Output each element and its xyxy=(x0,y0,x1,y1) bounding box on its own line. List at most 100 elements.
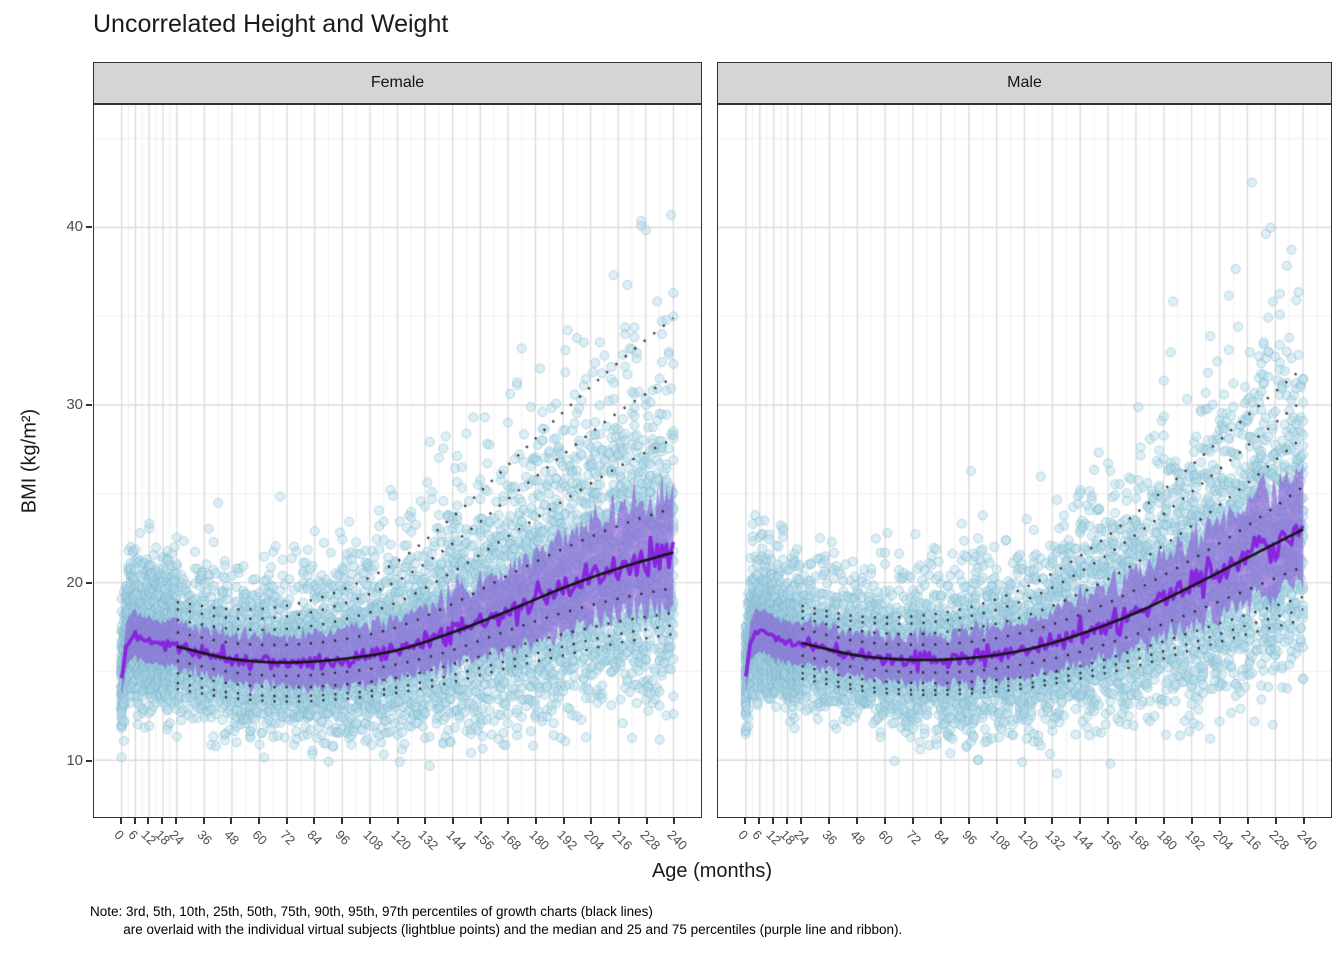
x-tick-mark xyxy=(757,818,760,824)
x-tick-label: 48 xyxy=(221,827,243,848)
x-tick-label: 108 xyxy=(360,827,387,853)
x-tick-mark xyxy=(285,818,288,824)
x-tick-label: 120 xyxy=(387,827,414,853)
x-tick-label: 6 xyxy=(124,827,141,843)
x-tick-mark xyxy=(424,818,427,824)
x-tick-label: 180 xyxy=(526,827,553,853)
x-tick-label: 120 xyxy=(1014,827,1041,853)
x-tick-label: 84 xyxy=(304,827,326,848)
facet-strip-label-female: Female xyxy=(370,74,425,91)
x-tick-mark xyxy=(313,818,316,824)
x-tick-label: 24 xyxy=(166,827,188,848)
x-tick-mark xyxy=(341,818,344,824)
x-tick-label: 36 xyxy=(819,827,841,848)
x-tick-mark xyxy=(1163,818,1166,824)
x-tick-mark xyxy=(855,818,858,824)
plot-panel-male xyxy=(717,104,1332,818)
x-tick-label: 72 xyxy=(277,827,298,848)
x-tick-mark xyxy=(1079,818,1082,824)
y-tick-mark xyxy=(86,760,92,763)
x-tick-label: 132 xyxy=(415,827,442,853)
x-tick-mark xyxy=(133,818,136,824)
x-tick-label: 156 xyxy=(470,827,497,853)
x-tick-label: 168 xyxy=(1126,827,1153,853)
x-tick-mark xyxy=(1135,818,1138,824)
x-tick-label: 240 xyxy=(664,827,691,853)
x-tick-label: 48 xyxy=(847,827,868,848)
scatter-canvas-female xyxy=(94,105,701,817)
plot-title: Uncorrelated Height and Weight xyxy=(93,10,449,38)
x-tick-label: 36 xyxy=(194,827,215,848)
facet-strip-male: Male xyxy=(717,62,1332,104)
x-tick-mark xyxy=(785,818,788,824)
x-tick-mark xyxy=(617,818,620,824)
x-tick-mark xyxy=(771,818,774,824)
plot-panel-female xyxy=(93,104,702,818)
x-tick-label: 156 xyxy=(1098,827,1125,853)
y-tick-mark xyxy=(86,581,92,584)
x-tick-mark xyxy=(479,818,482,824)
x-tick-label: 192 xyxy=(553,827,580,853)
y-tick-label: 40 xyxy=(66,217,83,235)
x-tick-mark xyxy=(1107,818,1110,824)
x-tick-label: 228 xyxy=(637,827,663,853)
y-tick-mark xyxy=(86,225,92,228)
x-tick-mark xyxy=(147,818,150,824)
x-tick-mark xyxy=(1303,818,1306,824)
x-tick-mark xyxy=(883,818,886,824)
x-tick-mark xyxy=(827,818,830,824)
x-tick-mark xyxy=(175,818,178,824)
x-tick-label: 24 xyxy=(791,827,813,848)
x-tick-mark xyxy=(1051,818,1054,824)
x-tick-label: 240 xyxy=(1294,827,1321,853)
y-tick-label: 20 xyxy=(66,573,83,591)
x-tick-mark xyxy=(645,818,648,824)
facet-strip-label-male: Male xyxy=(1007,74,1042,91)
x-tick-mark xyxy=(396,818,399,824)
x-tick-mark xyxy=(368,818,371,824)
x-tick-mark xyxy=(507,818,510,824)
x-tick-mark xyxy=(161,818,164,824)
x-tick-label: 204 xyxy=(581,827,608,853)
y-tick-label: 10 xyxy=(66,752,83,770)
y-axis-title: BMI (kg/m²) xyxy=(18,408,41,514)
x-tick-label: 228 xyxy=(1266,827,1293,853)
x-tick-label: 0 xyxy=(111,827,127,843)
x-tick-label: 204 xyxy=(1210,827,1237,853)
x-tick-mark xyxy=(939,818,942,824)
x-tick-label: 96 xyxy=(958,827,980,848)
x-tick-label: 108 xyxy=(986,827,1013,853)
note-line-2: are overlaid with the individual virtual… xyxy=(112,922,903,937)
x-tick-mark xyxy=(743,818,746,824)
x-tick-label: 60 xyxy=(249,827,271,848)
x-tick-mark xyxy=(534,818,537,824)
x-tick-mark xyxy=(258,818,261,824)
x-tick-mark xyxy=(967,818,970,824)
x-tick-mark xyxy=(1191,818,1194,824)
x-tick-mark xyxy=(202,818,205,824)
x-tick-mark xyxy=(1219,818,1222,824)
x-tick-label: 180 xyxy=(1154,827,1181,853)
x-tick-mark xyxy=(119,818,122,824)
x-tick-mark xyxy=(1023,818,1026,824)
y-tick-mark xyxy=(86,403,92,406)
y-tick-label: 30 xyxy=(66,395,83,413)
x-tick-mark xyxy=(799,818,802,824)
x-tick-mark xyxy=(1275,818,1278,824)
x-tick-mark xyxy=(911,818,914,824)
x-tick-label: 216 xyxy=(609,827,636,853)
x-tick-mark xyxy=(562,818,565,824)
x-tick-label: 60 xyxy=(875,827,896,848)
x-tick-mark xyxy=(1247,818,1250,824)
x-tick-label: 96 xyxy=(332,827,354,848)
x-tick-label: 6 xyxy=(749,827,766,843)
x-tick-mark xyxy=(995,818,998,824)
x-axis-title: Age (months) xyxy=(651,860,773,882)
facet-strip-female: Female xyxy=(93,62,702,104)
x-tick-label: 192 xyxy=(1182,827,1209,853)
x-tick-mark xyxy=(451,818,454,824)
x-tick-label: 168 xyxy=(498,827,525,853)
x-tick-mark xyxy=(590,818,593,824)
note-line-1: Note: 3rd, 5th, 10th, 25th, 50th, 75th, … xyxy=(90,904,653,919)
